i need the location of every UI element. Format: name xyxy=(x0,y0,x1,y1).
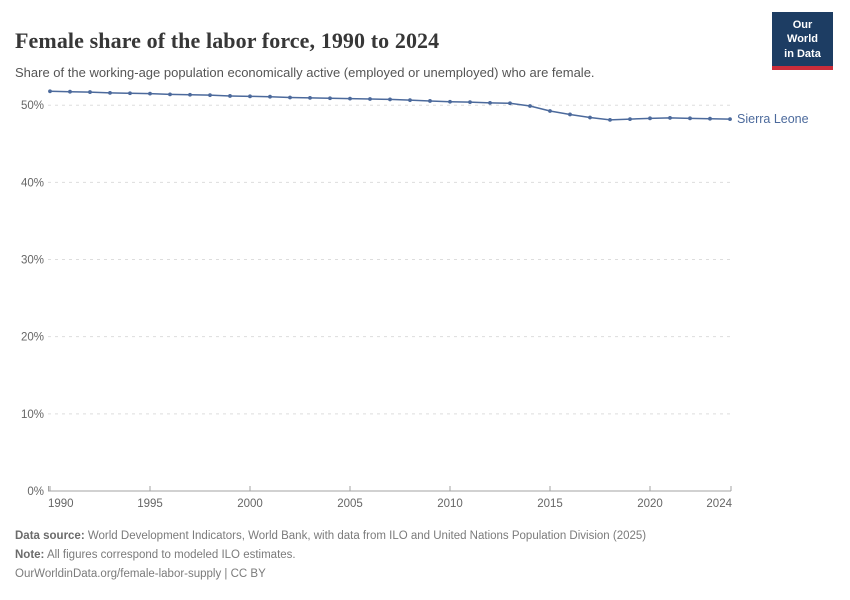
owid-logo-line2: in Data xyxy=(784,47,821,60)
x-tick-label: 1995 xyxy=(137,498,163,510)
data-point[interactable] xyxy=(508,101,512,106)
footer-datasource-text: World Development Indicators, World Bank… xyxy=(84,530,647,542)
data-point[interactable] xyxy=(88,90,92,94)
data-point[interactable] xyxy=(148,91,152,96)
data-point[interactable] xyxy=(588,115,592,120)
y-tick-label: 0% xyxy=(27,486,44,498)
data-point[interactable] xyxy=(608,117,612,122)
data-point[interactable] xyxy=(128,91,132,96)
line-chart-plot[interactable]: 0% 10% 20% 30% 40% 50% 1990 1995 2000 2005 2010 201… xyxy=(0,0,850,522)
data-point[interactable] xyxy=(268,94,272,99)
data-point[interactable] xyxy=(708,116,712,121)
data-point[interactable] xyxy=(108,90,112,95)
data-point[interactable] xyxy=(308,95,312,100)
data-point[interactable] xyxy=(188,92,192,97)
data-point[interactable] xyxy=(548,109,552,113)
data-point[interactable] xyxy=(408,98,412,103)
data-point[interactable] xyxy=(328,96,332,101)
footer-note-label: Note: xyxy=(15,549,45,561)
data-point[interactable] xyxy=(668,116,672,120)
data-point[interactable] xyxy=(648,116,652,121)
y-tick-label: 40% xyxy=(21,177,44,189)
data-point[interactable] xyxy=(568,112,572,117)
footer-note: Note: All figures correspond to modeled … xyxy=(15,546,795,565)
y-tick-label: 50% xyxy=(21,100,44,112)
series-entity-label[interactable]: Sierra Leone xyxy=(737,112,809,126)
chart-subtitle: Share of the working-age population econ… xyxy=(15,65,595,80)
footer-citation-link[interactable]: OurWorldinData.org/female-labor-supply |… xyxy=(15,568,266,580)
x-tick-label: 1990 xyxy=(48,498,74,510)
data-point[interactable] xyxy=(228,94,232,98)
data-point[interactable] xyxy=(528,104,532,108)
owid-logo[interactable]: Our World in Data xyxy=(772,12,833,70)
data-point[interactable] xyxy=(488,100,492,105)
data-point[interactable] xyxy=(208,93,212,98)
footer-datasource-label: Data source: xyxy=(15,530,85,542)
data-point[interactable] xyxy=(168,92,172,97)
footer-datasource: Data source: World Development Indicator… xyxy=(15,527,795,546)
data-point[interactable] xyxy=(288,95,292,100)
data-point[interactable] xyxy=(68,89,72,94)
y-tick-label: 30% xyxy=(21,255,44,267)
chart-footer: Data source: World Development Indicator… xyxy=(15,527,795,584)
y-tick-label: 10% xyxy=(21,409,44,421)
data-point[interactable] xyxy=(428,99,432,103)
x-tick-label: 2005 xyxy=(337,498,363,510)
x-tick-label: 2024 xyxy=(706,498,732,510)
chart-title: Female share of the labor force, 1990 to… xyxy=(15,27,440,53)
x-tick-label: 2000 xyxy=(237,498,263,510)
data-point[interactable] xyxy=(468,100,472,105)
y-tick-label: 20% xyxy=(21,332,44,344)
data-point[interactable] xyxy=(48,89,52,94)
owid-logo-line1: Our World xyxy=(787,19,818,46)
data-point[interactable] xyxy=(368,97,372,101)
x-tick-label: 2020 xyxy=(637,498,663,510)
data-point[interactable] xyxy=(628,117,632,121)
data-point[interactable] xyxy=(248,94,252,99)
x-tick-label: 2015 xyxy=(537,498,563,510)
data-point[interactable] xyxy=(728,117,732,121)
series-line xyxy=(49,90,731,121)
data-point[interactable] xyxy=(348,96,352,101)
x-tick-label: 2010 xyxy=(437,498,463,510)
data-point[interactable] xyxy=(688,116,692,121)
footer-note-text: All figures correspond to modeled ILO es… xyxy=(44,549,296,561)
data-point[interactable] xyxy=(388,97,392,102)
data-point[interactable] xyxy=(448,99,452,104)
